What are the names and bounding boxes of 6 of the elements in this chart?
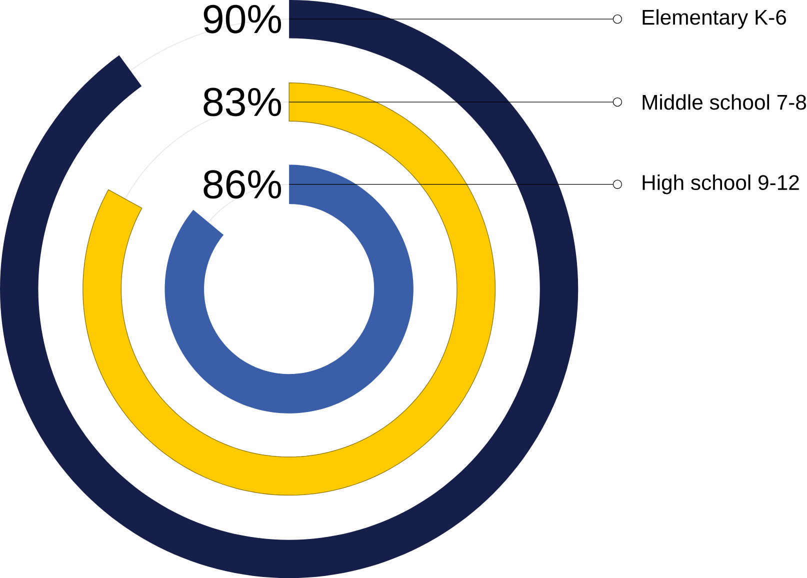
category-label: Elementary K-6 bbox=[642, 9, 786, 29]
data-label: 83% bbox=[204, 88, 282, 116]
category-label: Middle school 7-8 bbox=[642, 94, 806, 110]
data-label: 90% bbox=[204, 4, 282, 34]
category-label: High school 9-12 bbox=[642, 174, 799, 194]
data-label: 86% bbox=[204, 170, 282, 199]
